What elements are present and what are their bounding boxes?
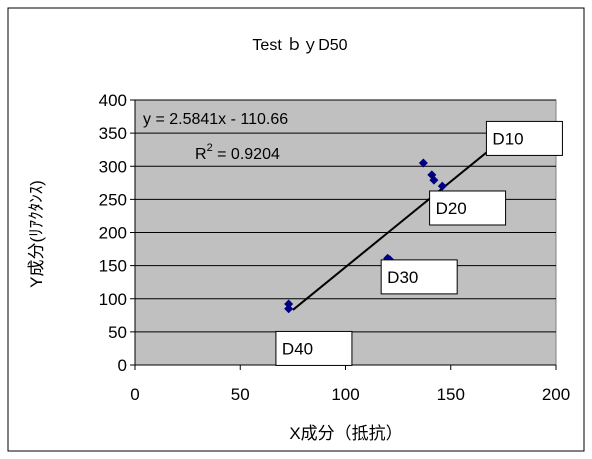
annotation-label: D40 <box>282 339 313 358</box>
x-tick-label: 200 <box>542 385 570 404</box>
data-point <box>429 175 439 185</box>
x-tick-label: 150 <box>437 385 465 404</box>
x-axis-title: X成分（抵抗） <box>289 424 402 443</box>
y-tick-label: 100 <box>99 290 127 309</box>
annotations: D10 D20 D30 D40 <box>275 120 563 366</box>
plot-area <box>134 99 557 366</box>
y-axis-title: Y成分(ﾘｱｸﾀﾝｽ) <box>27 180 46 288</box>
y-tick-label: 0 <box>118 356 127 375</box>
x-tick-label: 0 <box>130 385 139 404</box>
annotation-box <box>429 190 507 226</box>
x-tick-label: 100 <box>331 385 359 404</box>
annotation-box <box>275 330 353 366</box>
annotation-box <box>380 259 458 295</box>
data-point <box>437 181 447 191</box>
y-tick-label: 150 <box>99 257 127 276</box>
y-tick-label: 50 <box>108 323 127 342</box>
annotation-label: D30 <box>387 268 418 287</box>
data-point <box>418 158 428 168</box>
y-tick-label: 400 <box>99 91 127 110</box>
annotation-label: D10 <box>492 129 523 148</box>
annotation-box <box>485 120 563 156</box>
tick-labels: 0 50 100 150 200 250 300 350 400 0 50 100 150 200 <box>99 91 571 404</box>
trendline <box>292 134 509 311</box>
r2-value: = 0.9204 <box>213 146 280 163</box>
trendline-equation: y = 2.5841x - 110.66 <box>143 111 288 128</box>
y-tick-label: 250 <box>99 190 127 209</box>
r-squared-label: R2 = 0.9204 <box>195 142 280 163</box>
data-point <box>284 299 294 309</box>
r2-exponent: 2 <box>207 142 213 154</box>
r2-prefix: R <box>195 146 207 163</box>
annotation-label: D20 <box>436 199 467 218</box>
y-tick-label: 300 <box>99 157 127 176</box>
chart-title: Test ｂｙD50 <box>252 37 347 54</box>
x-tick-label: 50 <box>231 385 250 404</box>
y-tick-label: 350 <box>99 124 127 143</box>
data-point <box>284 304 294 314</box>
data-marks <box>284 129 515 314</box>
y-tick-label: 200 <box>99 224 127 243</box>
